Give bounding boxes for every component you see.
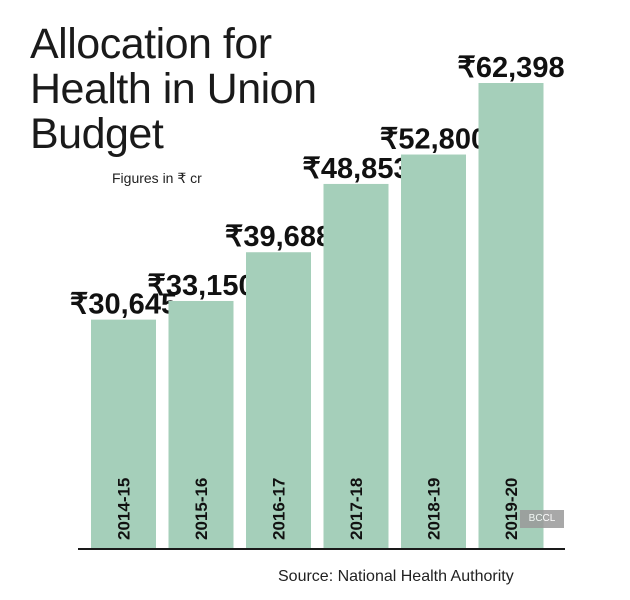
value-label-2019-20: ₹62,398: [457, 52, 564, 84]
bars-group: ₹30,645 2014-15 ₹33,150 2015-16 ₹39,688 2016-…: [70, 52, 565, 549]
category-label-2016-17: 2016-17: [270, 478, 289, 540]
category-label-2014-15: 2014-15: [115, 478, 134, 540]
bar-2014-15: [91, 319, 156, 548]
value-label-2017-18: ₹48,853: [302, 153, 409, 185]
category-label-2018-19: 2018-19: [425, 478, 444, 540]
bar-2019-20: [478, 83, 544, 548]
chart-title: Allocation for Health in Union Budget: [30, 20, 317, 158]
category-label-2015-16: 2015-16: [192, 478, 211, 540]
category-label-2017-18: 2017-18: [347, 478, 366, 540]
value-label-2018-19: ₹52,800: [380, 124, 487, 156]
bar-2015-16: [168, 300, 234, 548]
value-label-2015-16: ₹33,150: [147, 270, 254, 302]
chart-subtitle: Figures in ₹ cr: [112, 170, 202, 186]
bar-2018-19: [401, 154, 466, 548]
bar-2017-18: [323, 183, 389, 549]
value-label-2016-17: ₹39,688: [225, 221, 332, 253]
chart-source: Source: National Health Authority: [278, 568, 514, 585]
bar-2016-17: [246, 252, 311, 549]
bccl-watermark: BCCL: [520, 510, 564, 528]
category-label-2019-20: 2019-20: [502, 478, 521, 540]
value-label-2014-15: ₹30,645: [70, 289, 177, 321]
